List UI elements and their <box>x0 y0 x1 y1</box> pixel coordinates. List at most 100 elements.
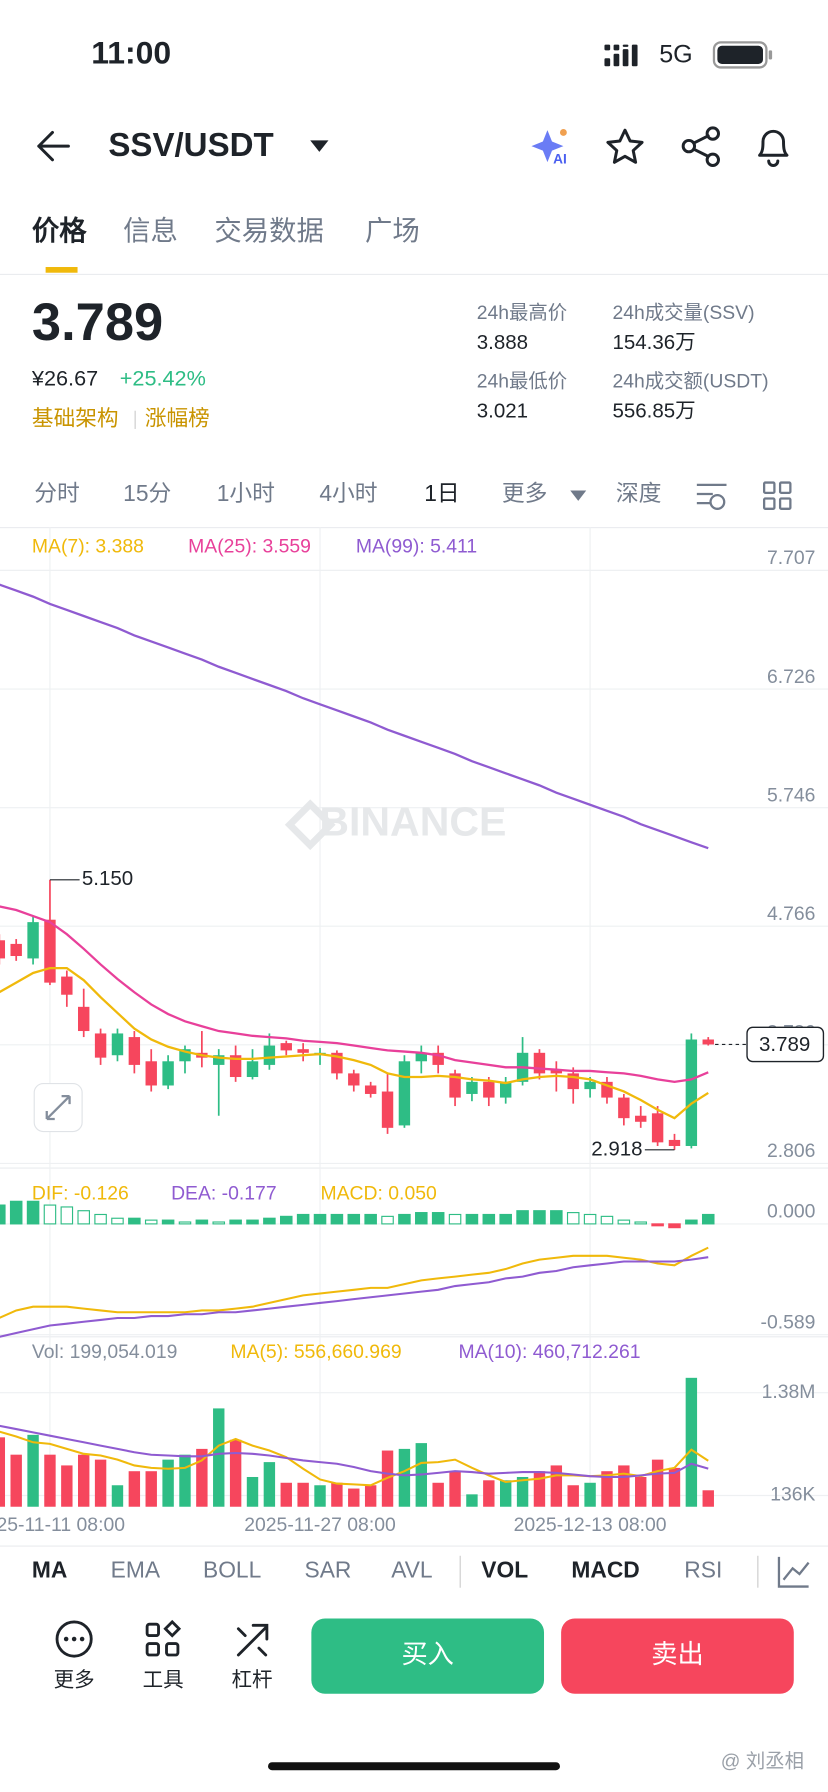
action-label[interactable]: 更多 <box>54 1669 95 1692</box>
volume-bar <box>44 1454 56 1507</box>
candle-body <box>0 940 6 959</box>
legend-item: MA(99): 5.411 <box>356 536 477 558</box>
volume-bar <box>550 1465 563 1507</box>
tab[interactable]: 交易数据 <box>214 215 323 246</box>
more-action[interactable] <box>55 1620 93 1658</box>
indicator-separator <box>459 1555 461 1588</box>
macd-bar <box>279 1215 293 1225</box>
volume-bar <box>162 1459 174 1507</box>
pair-title[interactable]: SSV/USDT <box>108 127 273 164</box>
divider <box>0 273 828 275</box>
low-label: 2.918 <box>591 1137 642 1160</box>
sell-button[interactable] <box>561 1618 794 1694</box>
interval-active[interactable]: 1日 <box>424 480 459 506</box>
stat-label: 24h成交额(USDT) <box>612 370 768 392</box>
interval[interactable]: 4小时 <box>319 480 377 506</box>
legend-item: MA(5): 556,660.969 <box>230 1341 401 1363</box>
indicator-settings[interactable] <box>777 1556 810 1588</box>
macd-bar <box>550 1210 563 1225</box>
volume-bar <box>61 1465 73 1507</box>
tag[interactable]: 涨幅榜 <box>145 406 210 431</box>
interval[interactable]: 分时 <box>34 480 80 506</box>
candle-body <box>128 1037 141 1065</box>
macd-bar <box>415 1212 428 1225</box>
indicator-line <box>0 1256 709 1338</box>
indicator-line <box>0 966 709 1120</box>
chart-settings[interactable] <box>696 483 727 510</box>
indicator[interactable]: EMA <box>111 1557 161 1583</box>
depth-tab[interactable]: 深度 <box>616 480 662 506</box>
macd-bar <box>600 1215 614 1225</box>
volume-bar <box>314 1485 326 1507</box>
indicator-active[interactable]: VOL <box>481 1557 528 1583</box>
candle-body <box>415 1052 428 1062</box>
macd-bar <box>94 1213 107 1225</box>
candle-body <box>27 922 39 959</box>
candle-body <box>179 1049 191 1062</box>
indicator[interactable]: SAR <box>305 1557 352 1583</box>
last-price: 3.789 <box>32 294 163 352</box>
candle-body <box>550 1069 563 1074</box>
candle-body <box>94 1033 107 1058</box>
volume-bar <box>27 1434 39 1507</box>
candle-body <box>162 1061 174 1086</box>
macd-bar <box>634 1221 648 1225</box>
volume-bar <box>94 1459 107 1507</box>
expand-button[interactable] <box>33 1083 83 1133</box>
volume-bar <box>297 1482 309 1507</box>
ai-button[interactable]: AI <box>531 129 567 166</box>
volume-bar <box>432 1482 444 1507</box>
candle-body <box>635 1115 647 1122</box>
indicator-active[interactable]: MACD <box>571 1557 639 1583</box>
stat-label: 24h成交量(SSV) <box>612 302 754 324</box>
high-label: 5.150 <box>82 867 133 890</box>
watermark-logo <box>284 799 336 851</box>
volume-bar <box>364 1485 377 1507</box>
leverage-action[interactable] <box>236 1623 269 1657</box>
favorite-button[interactable] <box>606 128 644 164</box>
pair-dropdown[interactable] <box>310 140 329 152</box>
indicator-separator <box>757 1555 759 1588</box>
indicator[interactable]: BOLL <box>203 1557 261 1583</box>
sell-label[interactable]: 卖出 <box>651 1639 703 1669</box>
tab-active[interactable]: 价格 <box>32 215 87 246</box>
indicator[interactable]: RSI <box>684 1557 722 1583</box>
tab[interactable]: 信息 <box>123 215 178 246</box>
macd-bar <box>9 1200 23 1225</box>
candle-body <box>61 976 73 995</box>
macd-bar <box>533 1210 546 1225</box>
share-button[interactable] <box>681 126 720 167</box>
more-dropdown[interactable] <box>570 490 587 501</box>
x-tick-label: 2025-11-11 08:00 <box>0 1514 125 1536</box>
y-tick-label: 136K <box>770 1484 815 1506</box>
interval[interactable]: 更多 <box>502 480 548 506</box>
alert-button[interactable] <box>758 129 789 167</box>
home-indicator <box>268 1762 560 1771</box>
stat-value: 154.36万 <box>612 331 695 354</box>
candle-body <box>449 1073 461 1098</box>
back-button[interactable] <box>37 130 70 162</box>
indicator[interactable]: AVL <box>391 1557 432 1583</box>
buy-button[interactable] <box>311 1618 545 1694</box>
interval[interactable]: 15分 <box>123 480 171 506</box>
tab[interactable]: 广场 <box>365 215 420 246</box>
action-label[interactable]: 工具 <box>143 1669 184 1692</box>
indicator-active[interactable]: MA <box>32 1557 67 1583</box>
macd-bar <box>296 1213 310 1225</box>
ai-label: AI <box>553 151 567 166</box>
legend-item: Vol: 199,054.019 <box>32 1341 177 1363</box>
volume-bar <box>702 1490 714 1507</box>
action-label[interactable]: 杠杆 <box>232 1669 273 1692</box>
candle-body <box>483 1081 495 1098</box>
layout-button[interactable] <box>762 481 792 510</box>
macd-bar <box>229 1219 242 1225</box>
interval[interactable]: 1小时 <box>217 480 275 506</box>
volume-bar <box>10 1454 22 1507</box>
macd-bar <box>364 1213 377 1225</box>
y-tick-label: -0.589 <box>761 1311 816 1333</box>
macd-bar <box>60 1206 74 1225</box>
macd-bar <box>195 1219 209 1225</box>
tag[interactable]: 基础架构 <box>32 406 119 431</box>
tools-action[interactable] <box>145 1619 182 1657</box>
buy-label[interactable]: 买入 <box>401 1639 453 1669</box>
